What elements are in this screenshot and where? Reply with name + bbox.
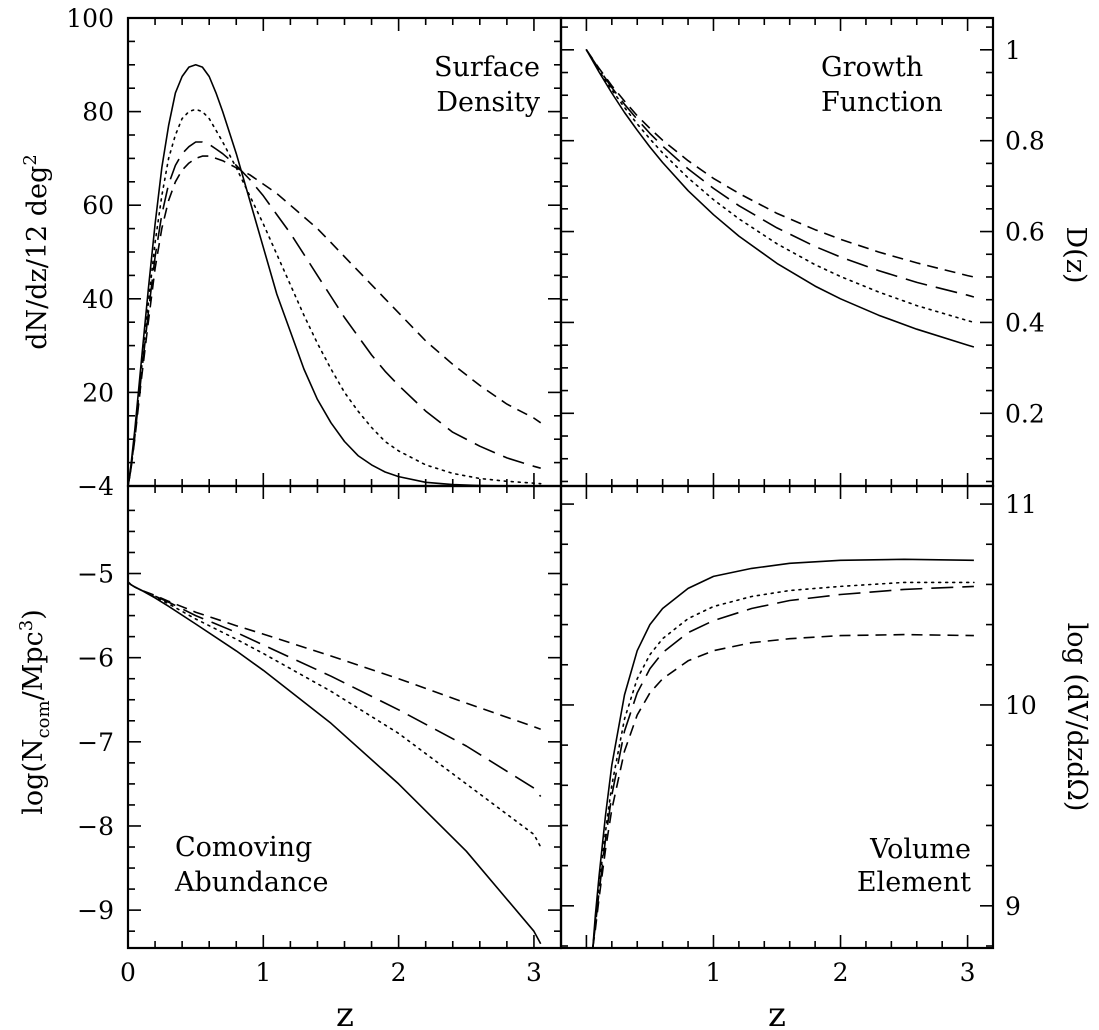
labels-layer: 0 1 2 3 1 2 3 −4 20 40 60 80 100 0.2 0.4 0.6 0.8 1 −9 −8 −7 −… [66,4,1044,987]
volume-element-series-short-dash [592,633,974,948]
volume-element-xtick-label: 1 [706,958,722,987]
annotation-density: Density [436,87,540,118]
ylabel-volume-element: log (dV/dzdΩ) [1061,623,1092,812]
volume-element-ytick-label: 11 [1005,490,1037,519]
comoving-abundance-xtick-label: 3 [526,958,542,987]
growth-function-ytick-label: 0.4 [1005,308,1045,337]
comoving-abundance-series-long-dash [128,581,542,798]
volume-element-ytick-label: 9 [1005,892,1021,921]
comoving-abundance-series-dotted [128,581,542,848]
volume-element-series-solid [592,558,974,948]
ylabel-comoving-abundance: log(Ncom/Mpc3) [16,609,54,815]
volume-element-series-long-dash [592,585,974,948]
xlabel-left: z [336,995,354,1030]
surface-density-series-long-dash [128,141,541,486]
surface-density-series-solid [128,64,541,486]
annotation-abundance: Abundance [174,867,328,898]
ticks-layer [128,18,993,948]
ylabel-surface-density: dN/dz/12 deg2 [20,154,53,350]
comoving-abundance-ytick-label: −5 [77,560,114,589]
growth-function-series-short-dash [585,49,975,278]
surface-density-ytick-label: 60 [82,191,114,220]
comoving-abundance-xtick-label: 0 [120,958,136,987]
comoving-abundance-series-short-dash [128,581,541,730]
annotation-element: Element [857,867,971,898]
surface-density-ytick-label: −4 [77,472,114,501]
annotation-volume: Volume [869,834,971,865]
surface-density-ytick-label: 20 [82,378,114,407]
volume-element-series-group [592,558,975,948]
comoving-abundance-ytick-label: −6 [77,644,114,673]
surface-density-series-dotted [128,108,542,486]
surface-density-series-short-dash [128,155,542,486]
growth-function-series-group [585,49,975,348]
volume-element-series-dotted [592,581,975,948]
growth-function-ytick-label: 0.6 [1005,218,1045,247]
annotation-function: Function [821,87,943,118]
annotation-growth: Growth [821,52,923,83]
ylabel-growth-function: D(z) [1060,227,1091,284]
volume-element-xtick-label: 2 [833,958,849,987]
surface-density-ytick-label: 40 [82,285,114,314]
surface-density-ytick-label: 100 [66,4,114,33]
annotation-comoving: Comoving [175,832,312,863]
growth-function-series-long-dash [585,49,975,298]
curves-layer [128,49,975,948]
volume-element-xtick-label: 3 [960,958,976,987]
growth-function-series-dotted [585,49,975,324]
growth-function-series-solid [585,49,975,348]
annotation-surface: Surface [434,52,540,83]
comoving-abundance-xtick-label: 1 [255,958,271,987]
surface-density-ytick-label: 80 [82,98,114,127]
comoving-abundance-ytick-label: −9 [77,896,114,925]
comoving-abundance-ytick-label: −8 [77,812,114,841]
panel-frame-volume-element [559,484,995,950]
surface-density-series-group [128,64,542,486]
growth-function-ytick-label: 0.2 [1005,399,1045,428]
growth-function-ytick-label: 0.8 [1005,127,1045,156]
comoving-abundance-xtick-label: 2 [391,958,407,987]
volume-element-ytick-label: 10 [1005,691,1037,720]
comoving-abundance-series-group [128,581,542,945]
xlabel-right: z [768,995,786,1030]
growth-function-ytick-label: 1 [1005,36,1021,65]
comoving-abundance-ytick-label: −7 [77,728,114,757]
